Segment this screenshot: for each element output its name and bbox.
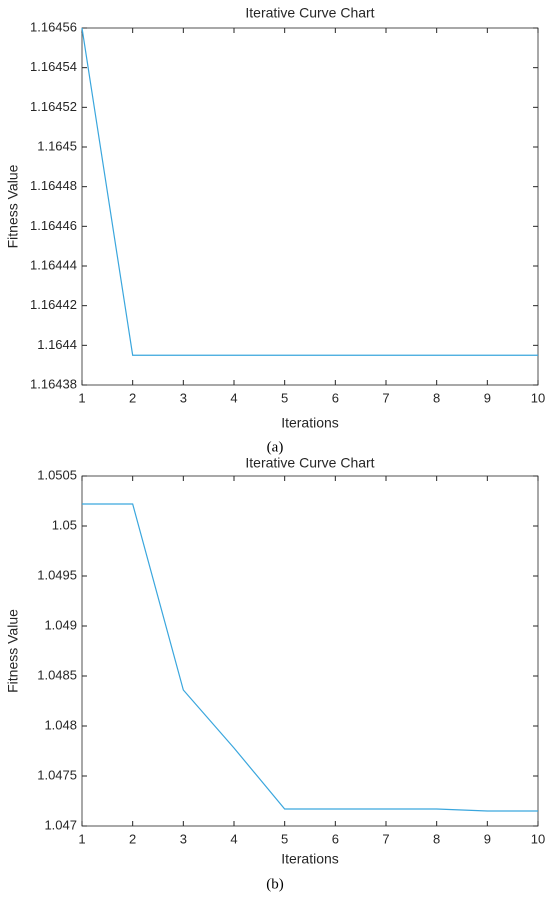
chart-title: Iterative Curve Chart	[245, 455, 374, 471]
plot-frame	[81, 475, 539, 827]
x-tick-label: 4	[230, 390, 237, 405]
x-tick-label: 10	[531, 831, 545, 846]
y-tick-label: 1.16456	[30, 19, 77, 34]
x-tick-label: 7	[382, 390, 389, 405]
x-tick-label: 8	[433, 390, 440, 405]
y-tick-label: 1.16448	[30, 178, 77, 193]
x-tick-label: 9	[484, 831, 491, 846]
y-axis-label: Fitness Value	[5, 164, 21, 248]
x-tick-label: 1	[78, 831, 85, 846]
x-tick-label: 6	[332, 831, 339, 846]
x-tick-label: 2	[129, 831, 136, 846]
y-tick-label: 1.16438	[30, 376, 77, 391]
y-tick-label: 1.049	[44, 617, 77, 632]
y-tick-label: 1.048	[44, 717, 77, 732]
y-tick-label: 1.16452	[30, 99, 77, 114]
y-axis-label: Fitness Value	[5, 609, 21, 693]
y-tick-label: 1.05	[52, 517, 77, 532]
y-tick-label: 1.1644	[37, 337, 77, 352]
x-tick-label: 3	[180, 831, 187, 846]
x-tick-label: 2	[129, 390, 136, 405]
caption: (b)	[266, 876, 284, 892]
plot-frame	[81, 27, 539, 386]
x-tick-label: 10	[531, 390, 545, 405]
y-tick-label: 1.0505	[37, 467, 77, 482]
x-tick-label: 5	[281, 831, 288, 846]
y-tick-label: 1.16444	[30, 257, 77, 272]
y-tick-label: 1.16442	[30, 297, 77, 312]
y-tick-label: 1.0485	[37, 667, 77, 682]
data-line	[81, 27, 538, 356]
y-tick-label: 1.1645	[37, 138, 77, 153]
x-tick-label: 3	[180, 390, 187, 405]
y-tick-label: 1.047	[44, 817, 77, 832]
y-tick-label: 1.16454	[30, 59, 77, 74]
y-tick-label: 1.0495	[37, 567, 77, 582]
x-axis-label: Iterations	[281, 415, 339, 431]
x-tick-label: 5	[281, 390, 288, 405]
x-tick-label: 9	[484, 390, 491, 405]
x-tick-label: 1	[78, 390, 85, 405]
y-tick-label: 1.16446	[30, 218, 77, 233]
x-tick-label: 6	[332, 390, 339, 405]
x-tick-label: 8	[433, 831, 440, 846]
caption: (a)	[267, 439, 284, 455]
x-axis-label: Iterations	[281, 851, 339, 867]
x-tick-label: 7	[382, 831, 389, 846]
chart-title: Iterative Curve Chart	[245, 5, 374, 21]
x-tick-label: 4	[230, 831, 237, 846]
data-line	[82, 503, 538, 812]
y-tick-label: 1.0475	[37, 767, 77, 782]
